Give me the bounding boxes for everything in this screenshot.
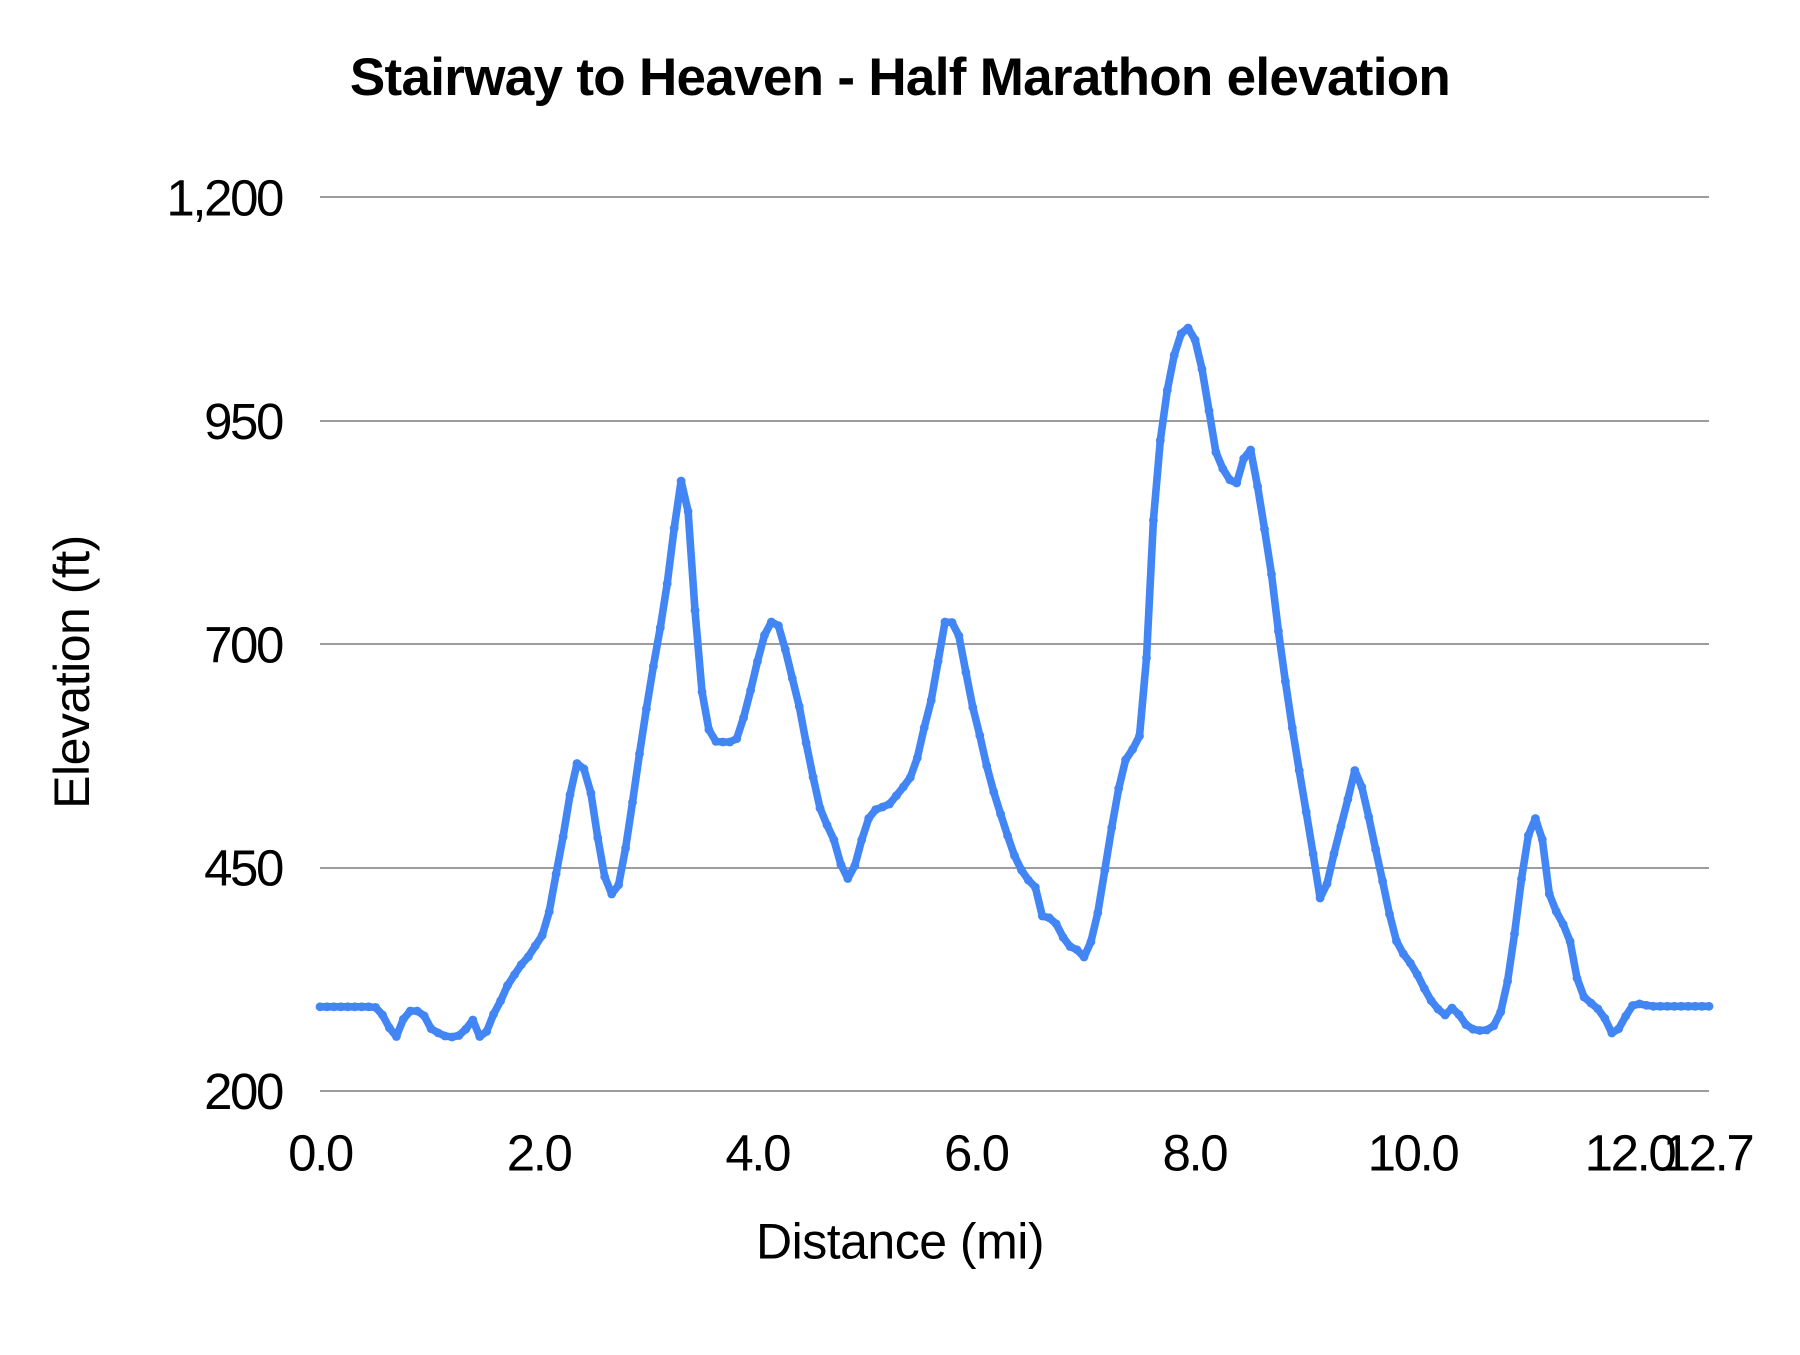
svg-text:950: 950: [204, 393, 283, 450]
svg-text:Distance (mi): Distance (mi): [756, 1213, 1044, 1269]
svg-text:10.0: 10.0: [1368, 1125, 1459, 1182]
svg-text:700: 700: [204, 616, 283, 673]
svg-text:12.0: 12.0: [1585, 1125, 1676, 1182]
svg-text:4.0: 4.0: [725, 1125, 790, 1182]
svg-text:Stairway to Heaven - Half Mara: Stairway to Heaven - Half Marathon eleva…: [350, 48, 1450, 107]
svg-text:2.0: 2.0: [507, 1125, 572, 1182]
svg-text:450: 450: [204, 840, 283, 897]
svg-text:8.0: 8.0: [1163, 1125, 1228, 1182]
svg-text:Elevation (ft): Elevation (ft): [44, 535, 100, 809]
svg-text:0.0: 0.0: [288, 1125, 353, 1182]
svg-text:6.0: 6.0: [944, 1125, 1009, 1182]
svg-text:1,200: 1,200: [166, 170, 283, 227]
svg-text:12.7: 12.7: [1663, 1125, 1753, 1182]
svg-text:200: 200: [204, 1063, 283, 1120]
